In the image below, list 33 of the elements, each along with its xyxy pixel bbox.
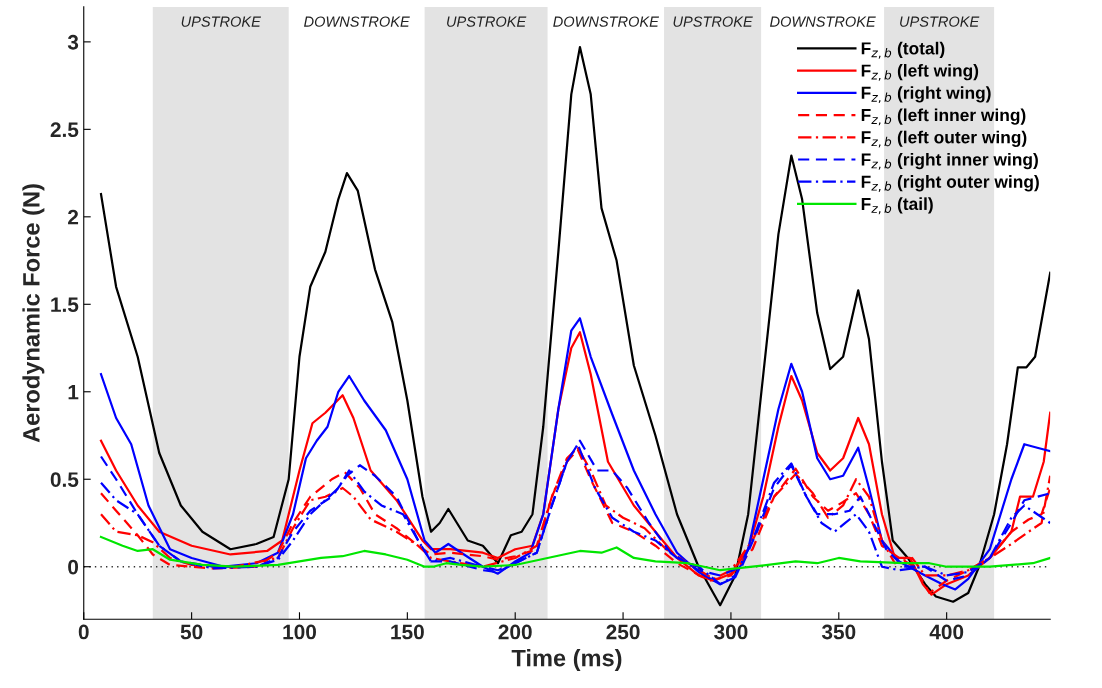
x-tick-label: 250 <box>606 624 640 640</box>
x-tick-label: 400 <box>929 624 964 640</box>
legend-label: F$_{z,b}$ (tail) <box>861 197 933 215</box>
band-label: UPSTROKE <box>673 16 753 27</box>
y-tick-label: 1 <box>68 384 79 400</box>
x-tick-label: 0 <box>78 624 89 640</box>
x-tick-label: 350 <box>821 624 856 640</box>
legend-label: F$_{z,b}$ (right inner wing) <box>861 152 1038 170</box>
y-tick-label: 2.5 <box>50 122 79 138</box>
legend-label: F$_{z,b}$ (left outer wing) <box>861 130 1027 148</box>
legend-label: F$_{z,b}$ (right outer wing) <box>861 175 1039 192</box>
x-tick-label: 300 <box>714 624 748 640</box>
y-tick-label: 2 <box>68 209 79 225</box>
legend-label: F$_{z,b}$ (left inner wing) <box>861 108 1026 126</box>
x-tick-label: 200 <box>498 624 532 640</box>
legend-label: F$_{z,b}$ (right wing) <box>861 86 991 104</box>
band-label: UPSTROKE <box>447 16 527 27</box>
y-tick-label: 3 <box>67 34 79 50</box>
x-tick-label: 150 <box>391 624 424 640</box>
annotation: DOWNSTROKE <box>553 16 660 27</box>
band-label: UPSTROKE <box>900 16 980 27</box>
x-tick-label: 50 <box>180 624 203 640</box>
y-tick-label: 0 <box>68 559 79 575</box>
legend-label: F$_{z,b}$ (left wing) <box>861 64 979 81</box>
band-label: UPSTROKE <box>181 16 261 27</box>
y-axis-title: Aerodynamic Force (N) <box>22 184 45 443</box>
annotation: DOWNSTROKE <box>770 16 876 27</box>
annotation: DOWNSTROKE <box>304 16 410 27</box>
x-tick-label: 100 <box>283 624 317 640</box>
x-axis-title: Time (ms) <box>511 649 622 672</box>
y-tick-label: 1.5 <box>51 297 79 313</box>
legend-label: F$_{z,b}$ (total) <box>861 41 945 59</box>
y-tick-label: 0.5 <box>50 472 79 487</box>
